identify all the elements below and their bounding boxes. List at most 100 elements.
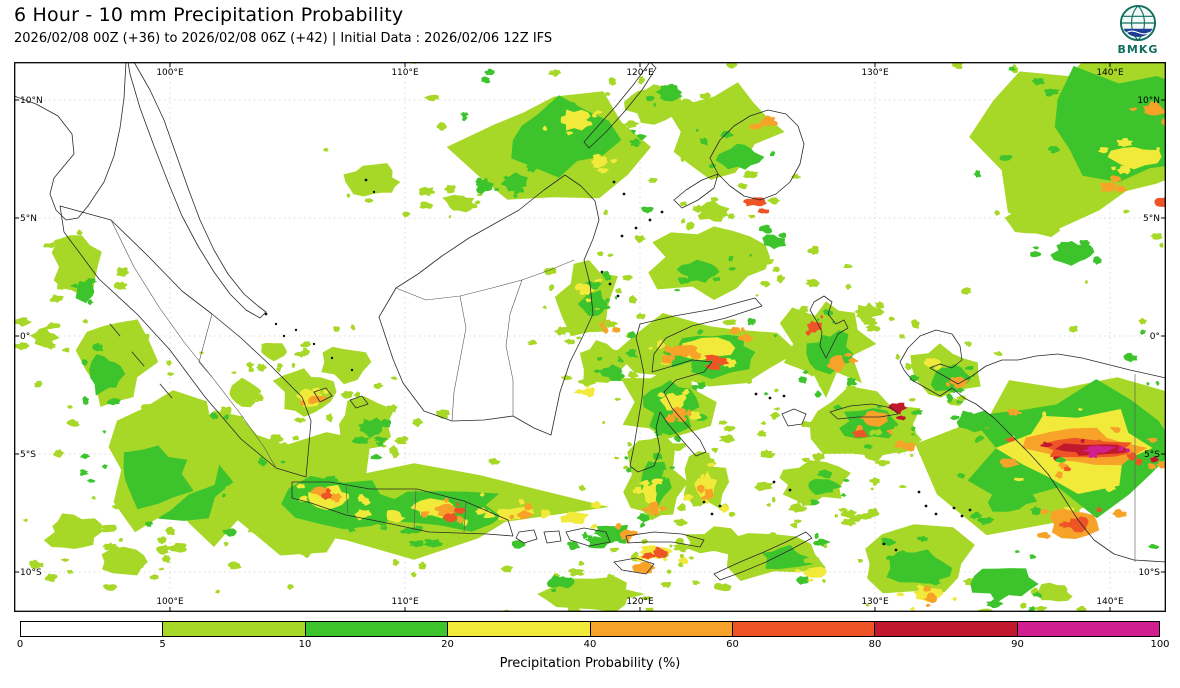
grid-label: 5°N	[1143, 214, 1160, 224]
precip-region	[851, 429, 869, 438]
colorbar-segment	[162, 622, 305, 636]
precip-region	[729, 326, 754, 342]
grid-label: 0°	[20, 332, 30, 342]
islets-layer	[264, 178, 972, 552]
grid-label: 5°S	[20, 450, 36, 460]
precip-region	[640, 546, 668, 560]
precip-region	[70, 278, 98, 306]
colorbar-segment	[21, 622, 163, 636]
grid-label: 5°S	[1144, 450, 1160, 460]
colorbar-tick-label: 60	[726, 639, 739, 650]
precip-region	[923, 585, 938, 607]
grid-label: 0°	[1150, 332, 1160, 342]
precip-region	[79, 430, 219, 527]
precip-region	[637, 62, 802, 214]
colorbar-segment	[731, 622, 875, 636]
grid-label: 5°N	[20, 214, 37, 224]
precip-region	[704, 354, 730, 371]
map-frame-border	[14, 62, 1166, 612]
colorbar-tick-label: 40	[583, 639, 597, 650]
grid-labels-layer: 100°E 100°E 110°E 110°E 120°E 120°E 130°E 130°E…	[14, 62, 1166, 612]
grid-label: 120°E	[626, 597, 654, 607]
precip-region	[748, 115, 778, 130]
colorbar-tick-label: 90	[1011, 639, 1024, 650]
grid-label: 10°N	[1137, 96, 1160, 106]
precip-region	[888, 402, 908, 421]
precip-region	[420, 497, 464, 524]
grid-label: 110°E	[391, 68, 419, 78]
precip-region	[749, 224, 787, 257]
precip-region	[81, 342, 126, 406]
precip-region	[641, 500, 667, 516]
bmkg-logo-label: BMKG	[1117, 43, 1159, 56]
precip-region	[674, 255, 737, 292]
precip-region	[540, 501, 604, 529]
colorbar-segment	[1016, 622, 1159, 636]
precip-region	[1081, 445, 1131, 459]
precip-region	[893, 439, 917, 452]
bmkg-logo-icon	[1119, 4, 1157, 42]
colorbar-tick-label: 5	[159, 639, 166, 650]
colorbar-segment	[447, 622, 590, 636]
precip-region	[742, 197, 770, 214]
precip-region	[475, 177, 500, 195]
precip-region	[632, 561, 656, 574]
colorbar-segment	[589, 622, 732, 636]
precip-region	[220, 367, 282, 415]
colorbar-tick-label: 20	[441, 639, 454, 650]
precip-region	[546, 575, 575, 593]
colorbar-segment	[874, 622, 1017, 636]
grid-label: 140°E	[1096, 68, 1124, 78]
precip-region	[680, 196, 736, 224]
precip-region	[321, 488, 333, 500]
grid-label: 10°S	[1138, 568, 1160, 578]
precip-region	[1097, 138, 1162, 175]
colorbar-tick-label: 100	[1150, 639, 1170, 650]
precip-region	[299, 324, 372, 399]
precip-region	[1099, 175, 1127, 193]
precipitation-layer	[14, 62, 1166, 612]
precip-region	[661, 345, 702, 364]
forecast-period-subtitle: 2026/02/08 00Z (+36) to 2026/02/08 06Z (…	[14, 31, 553, 46]
precip-region	[442, 184, 483, 219]
colorbar-segment	[304, 622, 448, 636]
precip-region	[695, 128, 776, 170]
precip-region	[101, 542, 171, 580]
precip-region	[500, 172, 528, 199]
precip-region	[584, 182, 820, 326]
grid-label: 140°E	[1096, 597, 1124, 607]
precip-region	[970, 554, 1051, 612]
colorbar-tick-label: 0	[16, 639, 24, 650]
grid-label: 100°E	[156, 68, 184, 78]
precip-region	[993, 193, 1080, 255]
grid-label: 130°E	[861, 68, 889, 78]
precip-region	[322, 147, 435, 218]
precip-region	[682, 462, 730, 513]
precip-region	[351, 417, 392, 447]
precip-region	[246, 343, 308, 372]
colorbar-ticks: 0 5 10 20 40 60 80 90 100	[16, 637, 1170, 652]
grid-label: 110°E	[391, 597, 419, 607]
grid-label: 10°N	[20, 96, 43, 106]
coastlines-layer	[14, 62, 1166, 581]
map-canvas: 100°E 100°E 110°E 110°E 120°E 120°E 130°E 130°E…	[14, 62, 1166, 612]
legend: 0 5 10 20 40 60 80 90 100 Precipitation Probabil…	[16, 621, 1170, 671]
precip-region	[1154, 196, 1166, 208]
precip-region	[645, 83, 683, 107]
precip-region	[310, 486, 343, 503]
header: 6 Hour - 10 mm Precipitation Probability…	[14, 4, 1166, 60]
grid-label: 130°E	[861, 597, 889, 607]
precip-region	[696, 484, 714, 501]
map: 100°E 100°E 110°E 110°E 120°E 120°E 130°E 130°E…	[14, 62, 1166, 612]
precip-region	[949, 410, 1008, 442]
precip-region	[956, 456, 1066, 526]
precip-region	[509, 502, 534, 520]
precip-region	[880, 535, 985, 586]
precip-region	[500, 562, 684, 612]
precip-region	[1058, 506, 1102, 533]
precip-region	[43, 229, 128, 324]
precip-region	[854, 301, 895, 326]
precip-region	[1020, 582, 1087, 612]
colorbar-tick-label: 10	[298, 639, 312, 650]
